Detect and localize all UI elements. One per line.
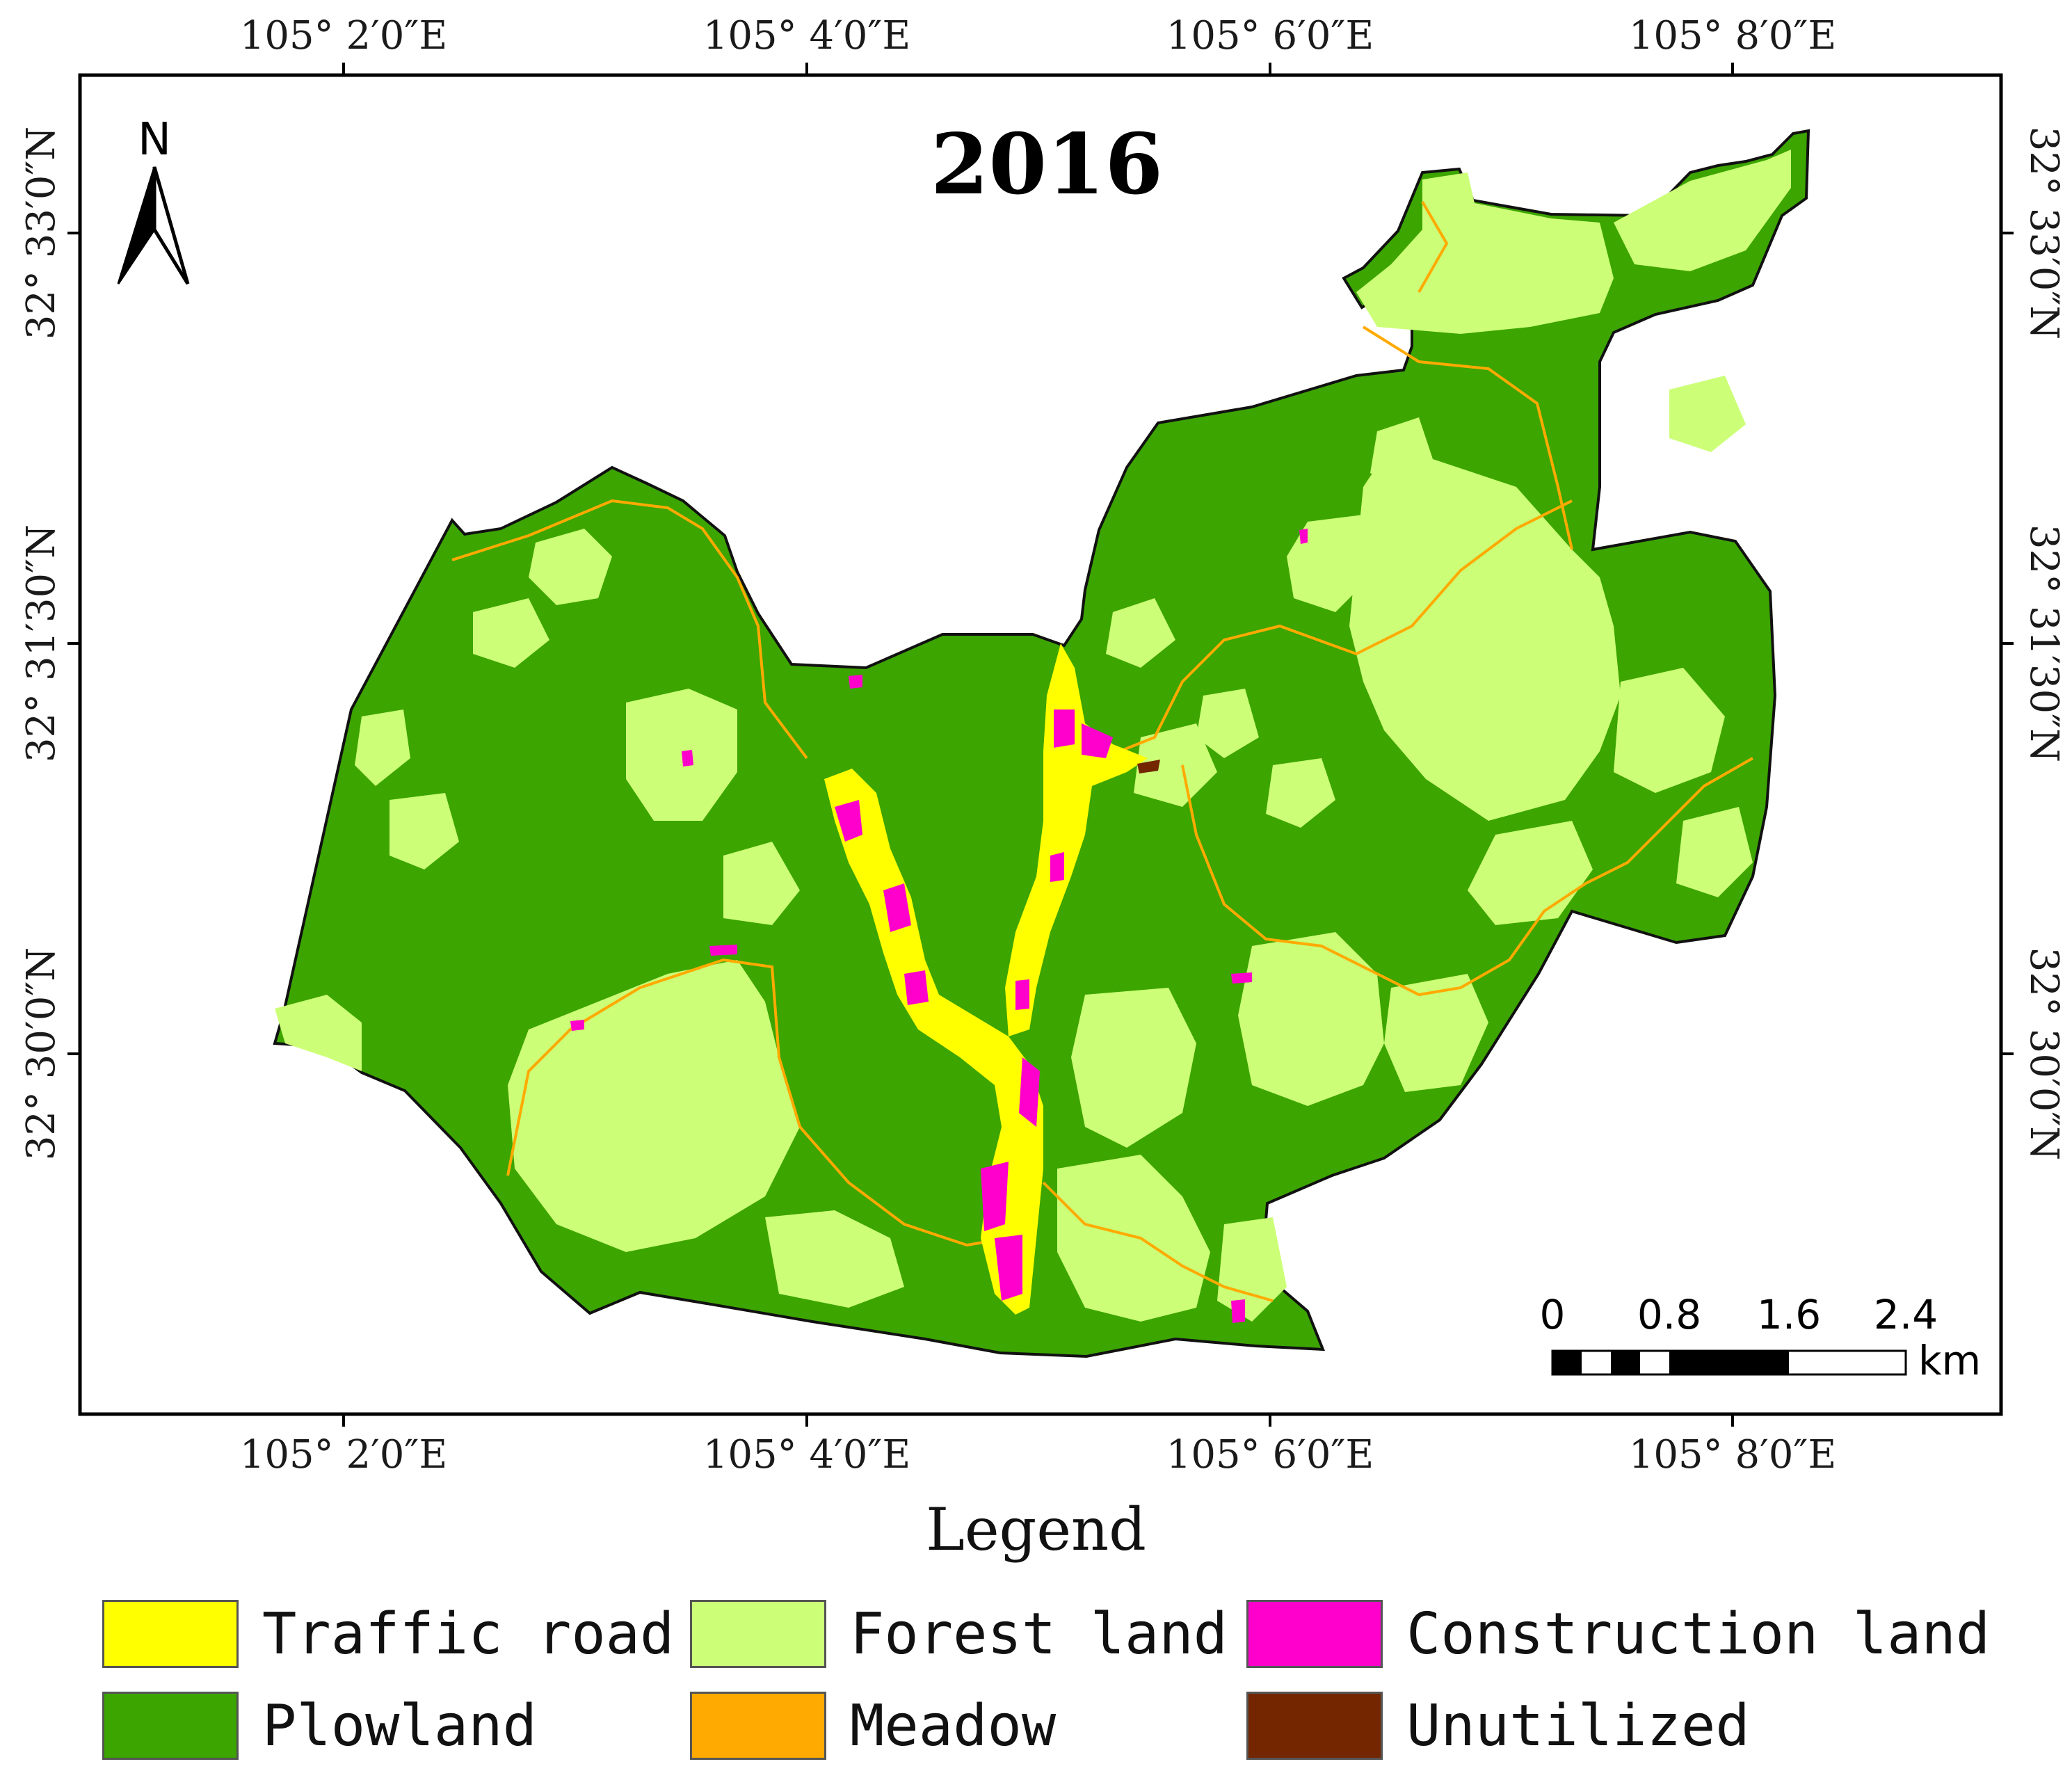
- legend-label: Plowland: [262, 1692, 537, 1759]
- map-title: 2016: [931, 115, 1163, 214]
- legend-label: Unutilized: [1406, 1692, 1750, 1759]
- scale-unit: km: [1918, 1337, 1981, 1384]
- lon-label-bottom: 105° 8′0″E: [1629, 1432, 1836, 1477]
- legend-swatch: [1246, 1600, 1383, 1668]
- legend-item-unutilized: Unutilized: [1246, 1692, 1750, 1760]
- lon-labels-top: 105° 2′0″E 105° 4′0″E 105° 6′0″E 105° 8′…: [240, 13, 1836, 58]
- north-arrow-label: N: [138, 114, 171, 166]
- scale-label: 0.8: [1637, 1291, 1701, 1338]
- legend-swatch: [102, 1692, 239, 1760]
- lat-label-left: 32° 33′0″N: [19, 127, 64, 340]
- lat-label-right: 32° 30′0″N: [2021, 947, 2066, 1161]
- construction-land-patches: [570, 529, 1308, 1323]
- legend-item-forest-land: Forest land: [690, 1600, 1228, 1668]
- lon-label-bottom: 105° 6′0″E: [1166, 1432, 1374, 1477]
- tick-marks: [67, 63, 2014, 1427]
- lon-label-top: 105° 2′0″E: [240, 13, 447, 58]
- legend-swatch: [1246, 1692, 1383, 1760]
- lon-label-top: 105° 6′0″E: [1166, 13, 1374, 58]
- scale-bar: 0 0.8 1.6 2.4 km: [1540, 1291, 1982, 1384]
- lon-label-top: 105° 4′0″E: [703, 13, 910, 58]
- scale-label: 2.4: [1874, 1291, 1938, 1338]
- legend-label: Construction land: [1406, 1601, 1991, 1667]
- legend-swatch: [102, 1600, 239, 1668]
- north-arrow-icon: N: [117, 114, 190, 285]
- legend-title: Legend: [926, 1496, 1146, 1564]
- lat-label-right: 32° 31′30″N: [2021, 524, 2066, 762]
- lat-labels-right: 32° 33′0″N 32° 31′30″N 32° 30′0″N: [2021, 127, 2066, 1161]
- lon-label-bottom: 105° 2′0″E: [240, 1432, 447, 1477]
- legend-item-plowland: Plowland: [102, 1692, 537, 1760]
- legend-label: Meadow: [850, 1692, 1057, 1759]
- legend-swatch: [690, 1600, 826, 1668]
- lon-labels-bottom: 105° 2′0″E 105° 4′0″E 105° 6′0″E 105° 8′…: [240, 1432, 1836, 1477]
- scale-label: 0: [1540, 1291, 1566, 1338]
- legend-item-traffic-road: Traffic road: [102, 1600, 674, 1668]
- meadow-lines: [451, 200, 1753, 1302]
- traffic-road-area: [824, 643, 1148, 1315]
- legend-label: Traffic road: [262, 1601, 675, 1667]
- legend-label: Forest land: [850, 1601, 1228, 1667]
- legend-swatch: [690, 1692, 826, 1760]
- lat-label-left: 32° 30′0″N: [19, 947, 64, 1161]
- legend-item-meadow: Meadow: [690, 1692, 1056, 1760]
- lon-label-bottom: 105° 4′0″E: [703, 1432, 910, 1477]
- forest-land-patches: [275, 150, 1791, 1322]
- lat-label-left: 32° 31′30″N: [19, 524, 64, 762]
- lat-label-right: 32° 33′0″N: [2021, 127, 2066, 340]
- scale-label: 1.6: [1757, 1291, 1821, 1338]
- unutilized-patches: [1137, 760, 1160, 773]
- legend-item-construction-land: Construction land: [1246, 1600, 1990, 1668]
- lon-label-top: 105° 8′0″E: [1629, 13, 1836, 58]
- lat-labels-left: 32° 33′0″N 32° 31′30″N 32° 30′0″N: [19, 127, 64, 1161]
